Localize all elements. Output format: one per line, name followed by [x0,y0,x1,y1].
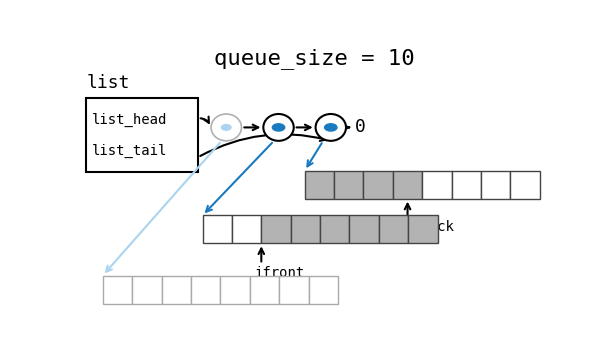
Bar [452,171,481,199]
Text: list_head: list_head [92,113,167,127]
Bar [393,171,422,199]
Bar [191,276,220,303]
Bar [511,171,540,199]
Text: ifront: ifront [255,266,305,280]
Text: list_tail: list_tail [92,144,167,158]
Bar [132,276,162,303]
Bar [202,216,232,244]
Bar [232,216,261,244]
Bar [349,216,379,244]
Bar [481,171,511,199]
Bar [162,276,191,303]
Bar [279,276,308,303]
Ellipse shape [211,114,242,141]
Bar [249,276,279,303]
Bar [308,276,338,303]
Bar [364,171,393,199]
Bar [305,171,334,199]
Bar [379,216,408,244]
Text: 0: 0 [354,118,365,136]
Bar [103,276,132,303]
Circle shape [221,125,231,130]
Bar [334,171,364,199]
Text: list: list [86,74,129,93]
Circle shape [325,124,337,131]
Bar [86,98,198,172]
Text: queue_size = 10: queue_size = 10 [214,49,414,69]
Bar [320,216,349,244]
Bar [408,216,438,244]
Ellipse shape [316,114,346,141]
Bar [291,216,320,244]
Bar [261,216,291,244]
Circle shape [272,124,284,131]
Text: iback: iback [413,220,455,234]
Bar [220,276,249,303]
Ellipse shape [264,114,294,141]
Bar [422,171,452,199]
